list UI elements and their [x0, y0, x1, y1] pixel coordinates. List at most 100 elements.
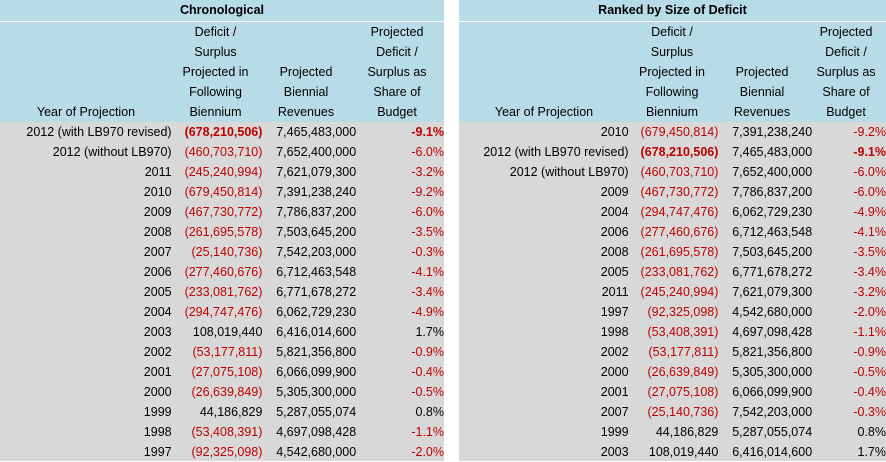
header-deficit: Deficit / Surplus Projected in Following Bie… — [629, 22, 715, 122]
revenue-cell: 6,771,678,272 — [276, 285, 357, 299]
header-line: Year of Projection — [36, 105, 136, 119]
table-row: 2005 (233,081,762) 6,771,678,272 -3.4% — [0, 282, 444, 302]
share-cell: -4.1% — [853, 225, 886, 239]
header-line: Biennial — [739, 85, 785, 99]
header-line: Deficit / — [651, 25, 693, 39]
share-cell: -0.4% — [411, 365, 444, 379]
year-cell: 2010 — [600, 125, 629, 139]
deficit-cell: (294,747,476) — [640, 205, 719, 219]
header-share: Projected Deficit / Surplus as Share of Budg… — [353, 22, 441, 122]
revenue-cell: 6,712,463,548 — [732, 225, 813, 239]
share-cell: -3.2% — [853, 285, 886, 299]
deficit-cell: (27,075,108) — [191, 365, 263, 379]
revenue-cell: 5,287,055,074 — [732, 425, 813, 439]
share-cell: -4.1% — [411, 265, 444, 279]
table-row: 2005 (233,081,762) 6,771,678,272 -3.4% — [459, 262, 886, 282]
share-cell: -9.2% — [411, 185, 444, 199]
year-cell: 2006 — [600, 225, 629, 239]
header-line: Surplus — [194, 45, 237, 59]
share-cell: -6.0% — [411, 145, 444, 159]
table-row: 1999 44,186,829 5,287,055,074 0.8% — [459, 422, 886, 442]
table-row: 2003 108,019,440 6,416,014,600 1.7% — [459, 442, 886, 462]
table-row: 2009 (467,730,772) 7,786,837,200 -6.0% — [0, 202, 444, 222]
header-line: Biennium — [189, 105, 242, 119]
header-line: Share of — [373, 85, 421, 99]
revenue-cell: 5,305,300,000 — [732, 365, 813, 379]
share-cell: -0.5% — [411, 385, 444, 399]
year-cell: 2006 — [143, 265, 172, 279]
share-cell: -6.0% — [411, 205, 444, 219]
year-cell: 2008 — [143, 225, 172, 239]
header-share: Projected Deficit / Surplus as Share of Budg… — [809, 22, 883, 122]
deficit-cell: (467,730,772) — [184, 205, 263, 219]
revenue-cell: 7,542,203,000 — [276, 245, 357, 259]
revenue-cell: 7,542,203,000 — [732, 405, 813, 419]
share-cell: 0.8% — [857, 425, 886, 439]
deficit-cell: (53,408,391) — [191, 425, 263, 439]
year-cell: 2000 — [143, 385, 172, 399]
header-year: Year of Projection — [0, 22, 172, 122]
deficit-cell: (233,081,762) — [640, 265, 719, 279]
deficit-cell: (261,695,578) — [184, 225, 263, 239]
table-row: 1999 44,186,829 5,287,055,074 0.8% — [0, 402, 444, 422]
revenue-cell: 6,062,729,230 — [732, 205, 813, 219]
table-row: 2012 (with LB970 revised) (678,210,506) 7,… — [0, 122, 444, 142]
revenue-cell: 5,821,356,800 — [732, 345, 813, 359]
year-cell: 2004 — [600, 205, 629, 219]
header-row: Year of Projection Deficit / Surplus Proje… — [459, 22, 886, 122]
revenue-cell: 6,066,099,900 — [276, 365, 357, 379]
share-cell: -0.4% — [853, 385, 886, 399]
deficit-cell: (92,325,098) — [647, 305, 719, 319]
header-line: Surplus as — [367, 65, 427, 79]
table-row: 2009 (467,730,772) 7,786,837,200 -6.0% — [459, 182, 886, 202]
year-cell: 1997 — [600, 305, 629, 319]
table-title: Ranked by Size of Deficit — [459, 0, 886, 22]
year-cell: 2007 — [600, 405, 629, 419]
deficit-cell: (53,408,391) — [647, 325, 719, 339]
revenue-cell: 7,652,400,000 — [276, 145, 357, 159]
header-line: Surplus — [650, 45, 694, 59]
table-row: 2012 (with LB970 revised) (678,210,506) 7,… — [459, 142, 886, 162]
header-line: Biennium — [645, 105, 699, 119]
deficit-cell: (678,210,506) — [184, 125, 263, 139]
header-line: Projected — [279, 65, 333, 79]
deficit-cell: (679,450,814) — [184, 185, 263, 199]
header-line: Projected in — [182, 65, 249, 79]
deficit-cell: (261,695,578) — [640, 245, 719, 259]
header-deficit: Deficit / Surplus Projected in Following Bie… — [172, 22, 259, 122]
revenue-cell: 7,786,837,200 — [276, 205, 357, 219]
revenue-cell: 6,066,099,900 — [732, 385, 813, 399]
share-cell: -9.2% — [853, 125, 886, 139]
revenue-cell: 7,652,400,000 — [732, 165, 813, 179]
table-row: 2002 (53,177,811) 5,821,356,800 -0.9% — [459, 342, 886, 362]
share-cell: -3.4% — [411, 285, 444, 299]
header-line: Following — [645, 85, 699, 99]
revenue-cell: 4,542,680,000 — [276, 445, 357, 459]
revenue-cell: 6,416,014,600 — [732, 445, 813, 459]
deficit-cell: (678,210,506) — [640, 145, 719, 159]
table-row: 2001 (27,075,108) 6,066,099,900 -0.4% — [459, 382, 886, 402]
table-row: 2001 (27,075,108) 6,066,099,900 -0.4% — [0, 362, 444, 382]
header-line: Revenues — [277, 105, 335, 119]
year-cell: 1999 — [143, 405, 172, 419]
table-row: 2012 (without LB970) (460,703,710) 7,652,4… — [459, 162, 886, 182]
share-cell: 0.8% — [415, 405, 444, 419]
table-body: 2010 (679,450,814) 7,391,238,240 -9.2% 2012 … — [459, 122, 886, 462]
year-cell: 2012 (with LB970 revised) — [483, 145, 629, 159]
deficit-cell: (26,639,849) — [191, 385, 263, 399]
table-row: 2000 (26,639,849) 5,305,300,000 -0.5% — [0, 382, 444, 402]
deficit-cell: (245,240,994) — [640, 285, 719, 299]
share-cell: -6.0% — [853, 165, 886, 179]
year-cell: 2001 — [600, 385, 629, 399]
year-cell: 2009 — [143, 205, 172, 219]
year-cell: 1999 — [600, 425, 629, 439]
ranked-table: Ranked by Size of Deficit Year of Projec… — [459, 0, 886, 461]
deficit-cell: (460,703,710) — [640, 165, 719, 179]
share-cell: -0.5% — [853, 365, 886, 379]
deficit-cell: 108,019,440 — [648, 445, 719, 459]
deficit-cell: (27,075,108) — [647, 385, 719, 399]
table-row: 1997 (92,325,098) 4,542,680,000 -2.0% — [0, 442, 444, 462]
share-cell: 1.7% — [415, 325, 444, 339]
year-cell: 2005 — [600, 265, 629, 279]
